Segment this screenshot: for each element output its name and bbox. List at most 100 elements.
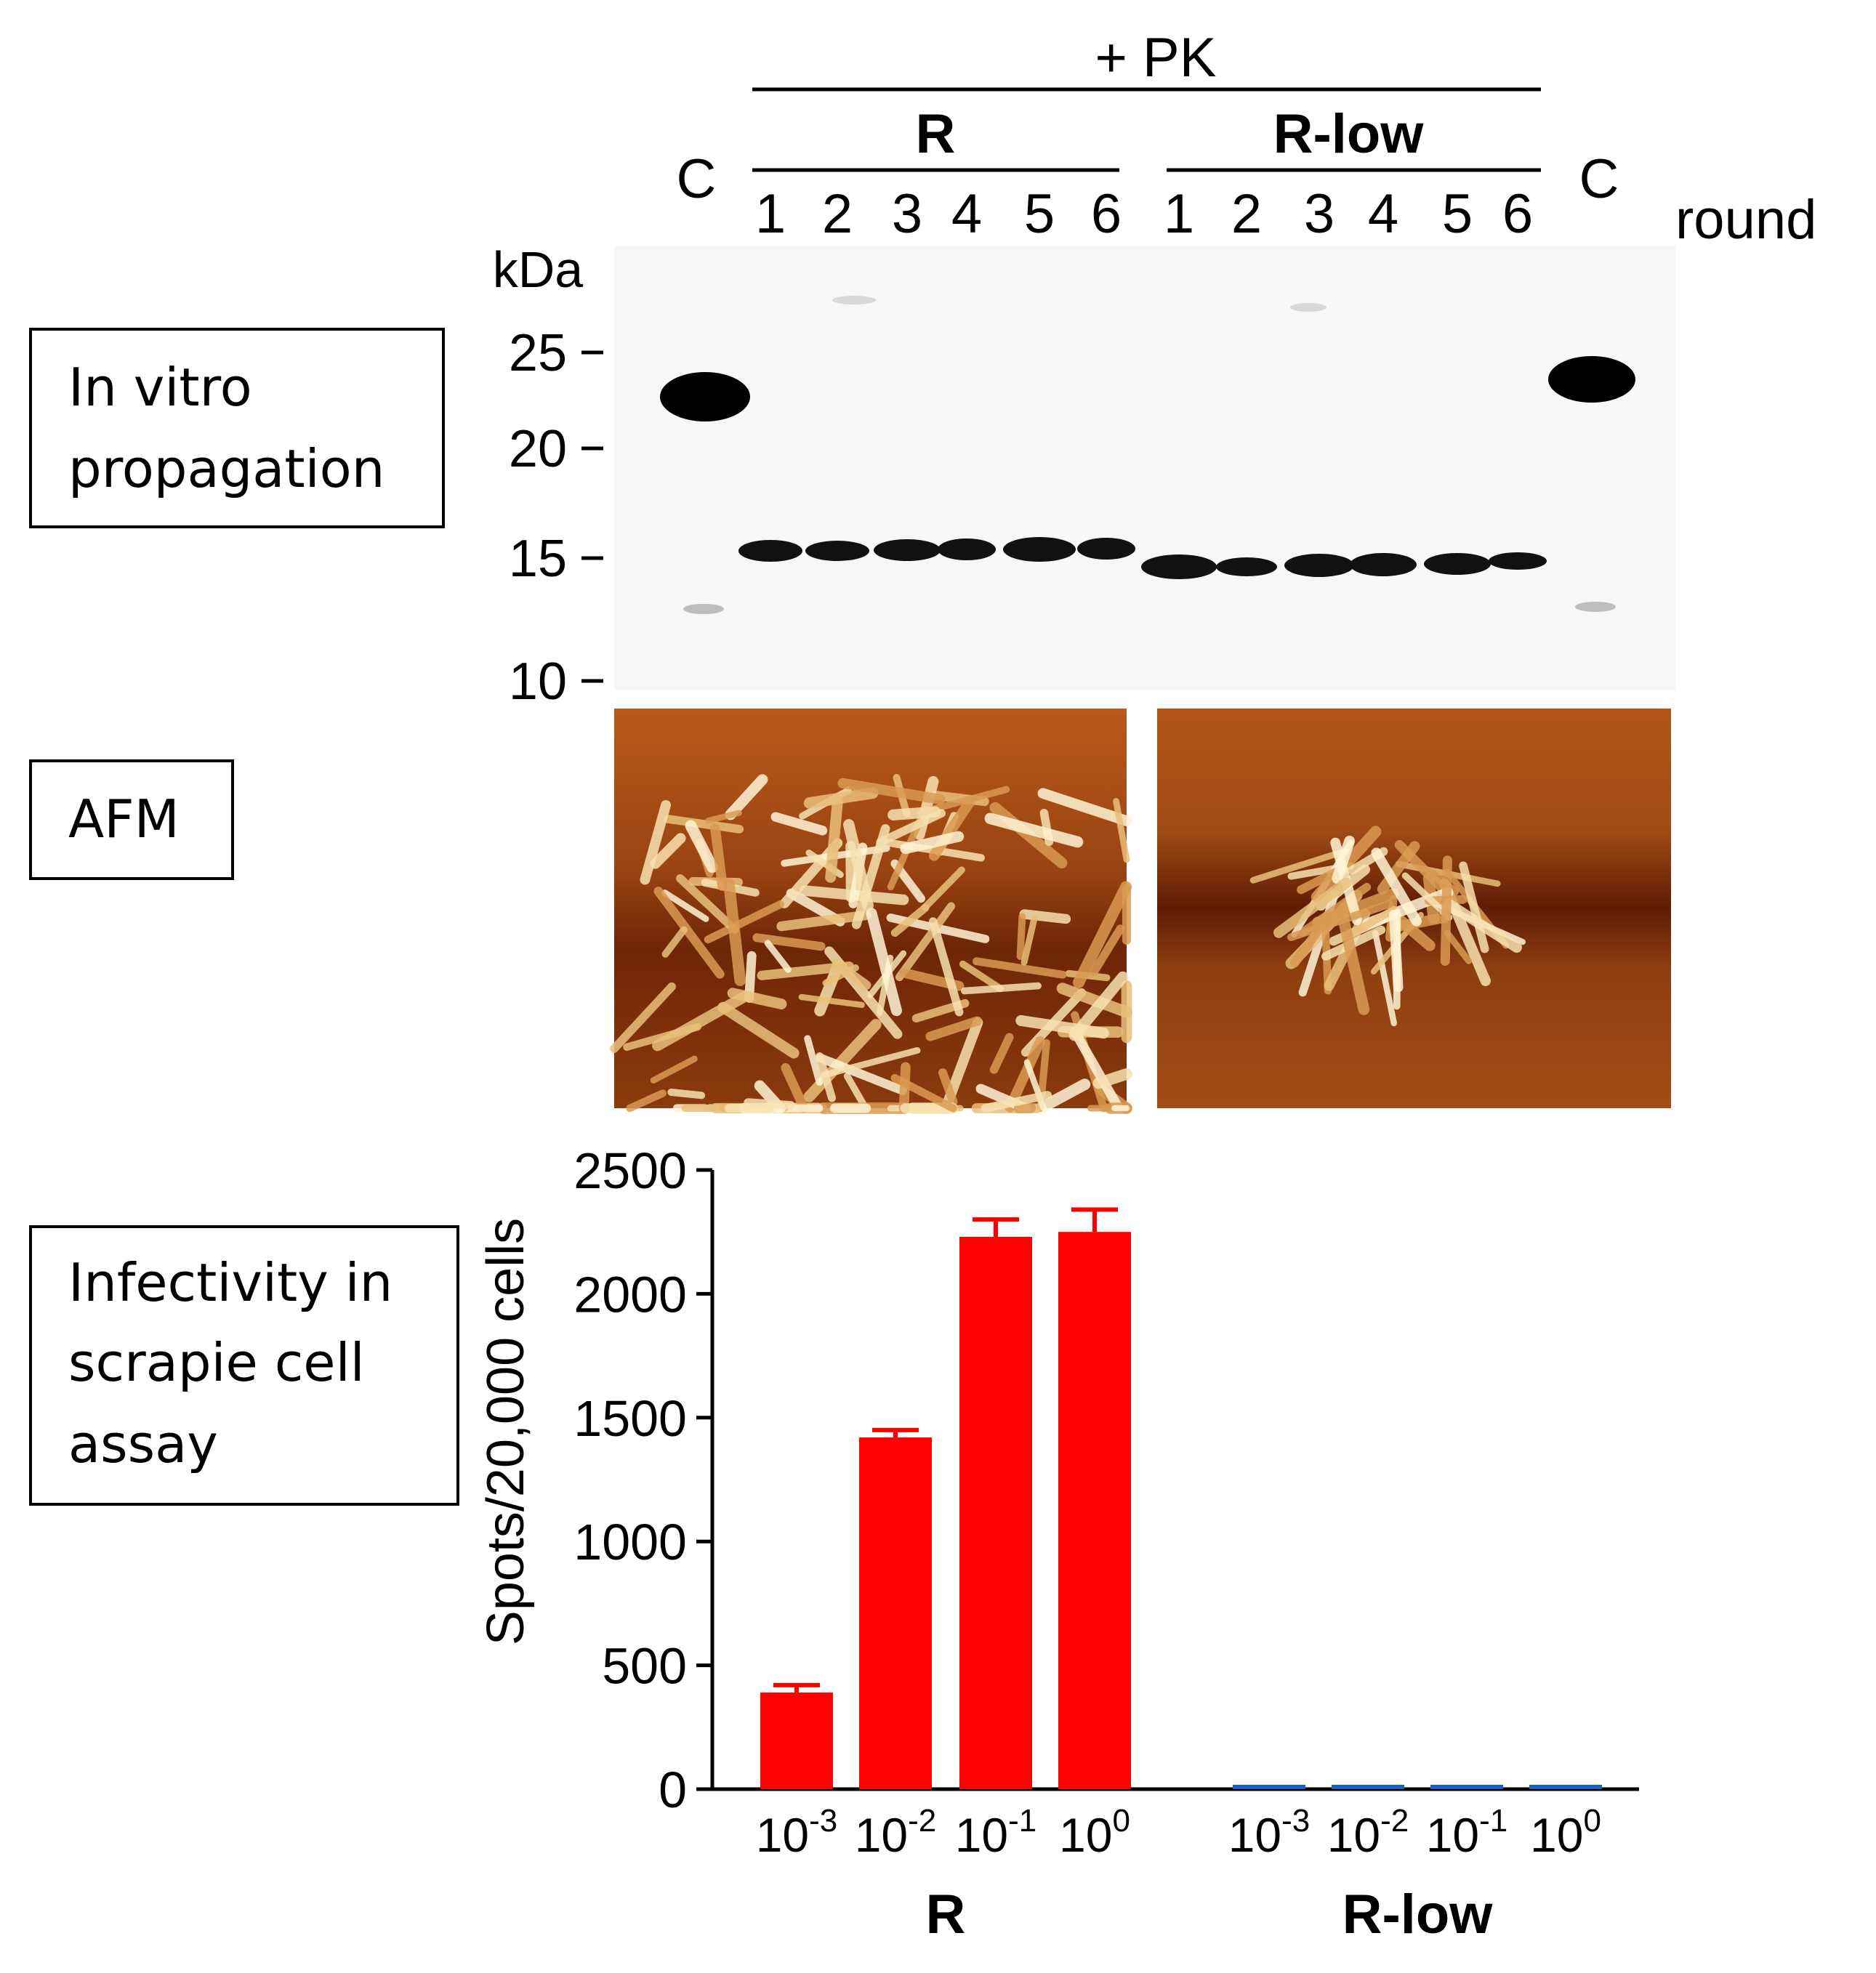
lane-label-r-3: 3: [892, 183, 922, 245]
afm-fibril: [1005, 1036, 1045, 1113]
afm-fibril: [710, 823, 728, 892]
afm-fibril: [717, 1001, 800, 1059]
afm-fibril: [1360, 905, 1398, 931]
x-tick-label-r-low-2: 10-2: [1327, 1803, 1409, 1862]
afm-fibril: [661, 889, 709, 922]
treatment-label: + PK: [1095, 27, 1217, 89]
afm-fibril: [890, 903, 930, 937]
afm-image-rlow: [1157, 709, 1671, 1108]
blot-band-control-right: [1548, 356, 1635, 403]
x-tick-label-r-low-1: 10-3: [1228, 1803, 1311, 1862]
afm-fibril: [938, 1068, 958, 1107]
infectivity-line2: scrapie cell: [68, 1332, 365, 1393]
blot-band-r-4: [938, 538, 996, 560]
afm-fibril: [837, 778, 946, 805]
blot-band-control-left: [660, 372, 750, 421]
control-label-left: C: [677, 148, 717, 210]
chart-x-labels: 10-3 10-2 10-1 100 R 10-3 10-2 10-1 100 R-low: [756, 1803, 1601, 1945]
in-vitro-line2: propagation: [68, 438, 385, 499]
bar-r-2: [859, 1437, 932, 1789]
kda-label: kDa: [493, 241, 584, 298]
afm-fibril: [727, 988, 787, 1010]
afm-fibril: [1459, 861, 1489, 953]
y-axis-label: Spots/20,000 cells: [477, 1218, 535, 1645]
afm-fibril: [1073, 881, 1132, 988]
bar-r-low-3: [1430, 1785, 1503, 1789]
blot-band-r-1: [738, 540, 802, 562]
marker-label-25: 25: [509, 324, 567, 382]
marker-label-15: 15: [509, 530, 567, 588]
afm-fibril: [890, 1073, 957, 1113]
blot-band-r-2: [805, 541, 869, 561]
afm-fibril: [1016, 913, 1026, 960]
blot-membrane: [614, 246, 1675, 690]
chart-bars: [760, 1207, 1602, 1789]
infectivity-chart: Spots/20,000 cells 05001000150020002500 …: [477, 1142, 1639, 1945]
control-label-right: C: [1579, 148, 1619, 210]
x-tick-label-r-low-3: 10-1: [1426, 1803, 1508, 1862]
x-tick-label-r-3: 10-1: [955, 1803, 1037, 1862]
afm-fibril: [960, 982, 1042, 995]
y-tick-label-1500: 1500: [573, 1390, 687, 1447]
afm-fibril: [1335, 905, 1370, 1015]
western-blot: 25 20 15 10: [509, 246, 1675, 711]
y-tick-label-500: 500: [602, 1638, 687, 1695]
afm-fibril: [825, 796, 843, 883]
afm-fibril: [781, 1062, 809, 1113]
blot-faint-left: [683, 604, 724, 614]
afm-fibril: [744, 1098, 795, 1110]
afm-fibril: [1372, 929, 1398, 1027]
marker-label-10: 10: [509, 653, 567, 711]
afm-fibril: [610, 982, 676, 1053]
afm-fibril: [1015, 1014, 1109, 1039]
afm-fibril: [1090, 924, 1125, 977]
afm-fibril: [770, 812, 828, 836]
lane-label-rlow-6: 6: [1502, 183, 1533, 245]
afm-fibril: [1068, 971, 1129, 1041]
lane-label-rlow-4: 4: [1368, 183, 1398, 245]
x-group-label-r-low: R-low: [1342, 1884, 1494, 1945]
infectivity-line1: Infectivity in: [68, 1252, 392, 1313]
afm-fibril: [752, 933, 826, 951]
afm-fibril: [1056, 983, 1132, 1018]
lane-label-r-5: 5: [1024, 183, 1055, 245]
bar-r-low-1: [1233, 1785, 1305, 1789]
afm-fibril: [676, 873, 739, 934]
afm-fibril: [1070, 1026, 1124, 1113]
afm-fibril: [704, 900, 785, 944]
afm-fibril: [821, 1046, 921, 1078]
y-tick-label-2000: 2000: [573, 1266, 687, 1323]
lane-label-r-2: 2: [822, 183, 853, 245]
bar-r-1: [760, 1692, 833, 1789]
x-tick-label-r-low-4: 100: [1530, 1803, 1601, 1862]
lane-label-rlow-2: 2: [1231, 183, 1262, 245]
afm-fibril: [723, 878, 746, 986]
afm-fibril: [650, 833, 686, 869]
afm-fibril: [1113, 798, 1130, 863]
afm-fibril: [925, 1016, 982, 1041]
blot-smudge-1: [832, 296, 876, 304]
afm-fibril: [661, 926, 688, 958]
afm-fibril: [1332, 835, 1356, 884]
bar-r-3: [959, 1237, 1032, 1789]
afm-fibril: [832, 959, 871, 990]
blot-band-r-5: [1003, 537, 1076, 562]
afm-fibril: [921, 866, 965, 911]
afm-fibril: [804, 1035, 824, 1086]
afm-fibril: [1020, 914, 1038, 966]
afm-fibril: [984, 812, 1084, 848]
blot-band-rlow-4: [1350, 553, 1417, 576]
marker-ticks: 25 20 15 10: [509, 324, 603, 711]
blot-band-rlow-2: [1216, 557, 1277, 576]
afm-fibril: [1019, 909, 1071, 924]
lane-label-r-6: 6: [1091, 183, 1122, 245]
blot-band-rlow-6: [1489, 552, 1547, 570]
afm-fibril: [928, 917, 964, 1017]
label-box-in-vitro: In vitro propagation: [29, 328, 445, 528]
bar-r-low-2: [1332, 1785, 1404, 1789]
in-vitro-line1: In vitro: [68, 357, 252, 418]
marker-label-20: 20: [509, 420, 567, 478]
lane-label-rlow-1: 1: [1164, 183, 1194, 245]
